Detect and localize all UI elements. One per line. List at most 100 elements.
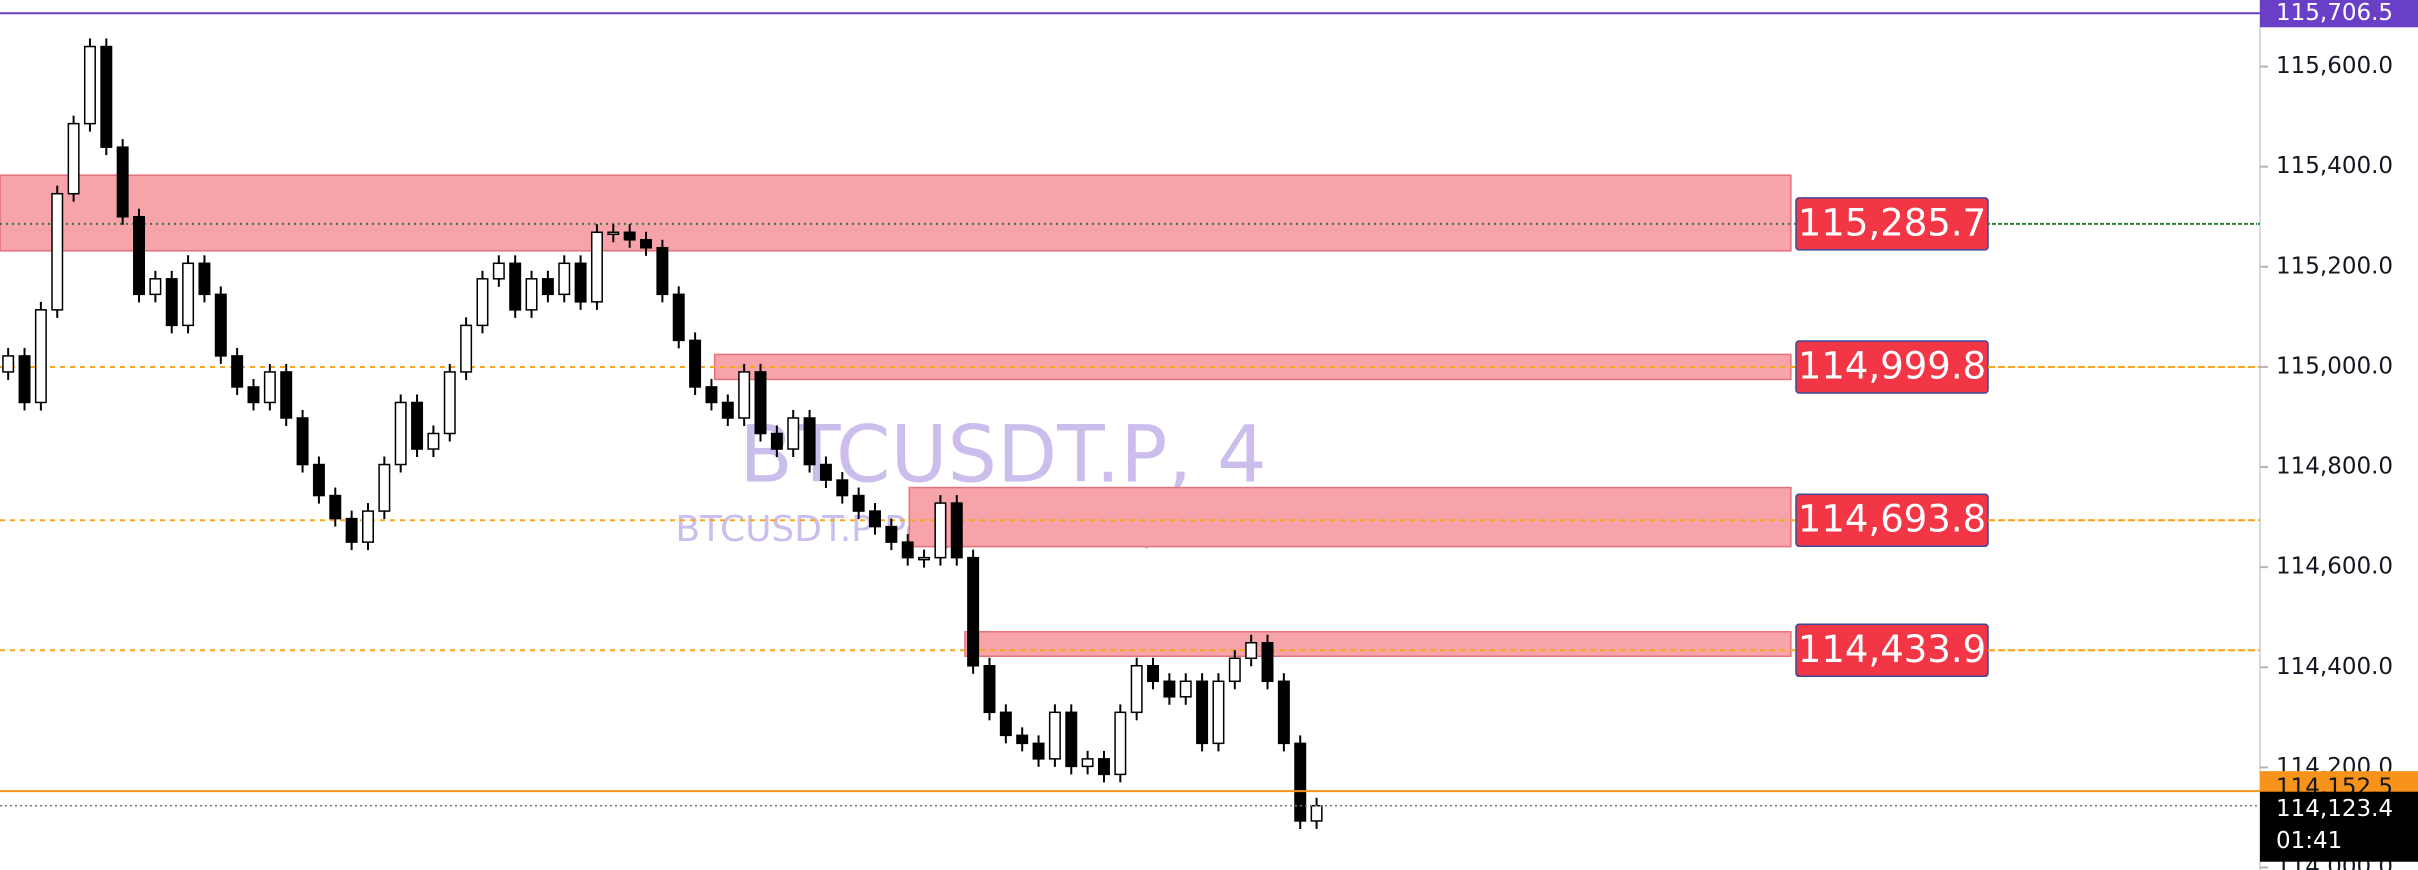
zone-label: 114,999.8 (1798, 345, 1986, 388)
candle (198, 262, 211, 296)
candle (492, 262, 505, 280)
candle (1294, 742, 1307, 822)
candle (34, 309, 47, 404)
candle (1179, 680, 1192, 698)
candle (983, 665, 996, 714)
candle (280, 371, 293, 419)
candle (574, 262, 587, 303)
countdown: 01:41 (2276, 828, 2342, 854)
candle (214, 293, 227, 357)
candle (1277, 680, 1290, 745)
zone-label: 114,433.9 (1798, 628, 1986, 671)
y-tick-label: 114,800.0 (2276, 454, 2393, 480)
candle (1261, 641, 1274, 683)
candle (100, 45, 113, 148)
candle (231, 355, 244, 388)
candle (509, 262, 522, 311)
candle (836, 479, 849, 497)
high-tag (2260, 0, 2418, 28)
candle (378, 463, 391, 512)
zone-label: 114,693.8 (1798, 498, 1986, 541)
zone-label: 115,285.7 (1798, 201, 1986, 244)
candle (885, 525, 898, 543)
candle (51, 192, 64, 311)
candle (754, 371, 767, 435)
candle (1016, 734, 1029, 745)
zone (0, 174, 1792, 252)
candle (656, 247, 669, 296)
candle (803, 417, 816, 466)
candle (1081, 758, 1094, 768)
candle (1196, 680, 1209, 745)
candle (18, 355, 31, 404)
candle (1130, 665, 1143, 714)
candle (770, 432, 783, 450)
candle (2, 355, 15, 373)
candle (918, 556, 931, 561)
candle (476, 278, 489, 327)
candle (869, 510, 881, 528)
candle (1163, 680, 1176, 698)
candle (852, 494, 865, 512)
candle (165, 278, 178, 327)
y-tick-label: 115,400.0 (2276, 153, 2393, 179)
candle (411, 401, 424, 450)
candle (1212, 680, 1225, 745)
watermark-title: BTCUSDT.P, 4 (739, 410, 1266, 500)
candle (296, 417, 309, 466)
candle (819, 463, 832, 481)
candle (149, 278, 162, 296)
candle (345, 517, 358, 543)
y-tick-label: 114,600.0 (2276, 554, 2393, 580)
candle (133, 215, 146, 296)
candle (182, 262, 195, 327)
candle (329, 494, 342, 520)
candle (672, 293, 685, 342)
candle (1097, 758, 1110, 776)
candle (443, 371, 456, 435)
candle (525, 278, 538, 311)
candle (967, 556, 980, 667)
candle (247, 386, 260, 404)
candle (721, 401, 734, 419)
candle (590, 231, 603, 303)
candle (640, 239, 653, 249)
candle (934, 502, 947, 559)
candle (623, 231, 636, 241)
candle (607, 231, 620, 236)
candle (1147, 665, 1160, 683)
candle (705, 386, 718, 404)
candle (427, 432, 440, 450)
candle (1048, 711, 1061, 760)
zone (964, 630, 1792, 658)
candle (787, 417, 800, 450)
candle (1310, 804, 1323, 822)
candle (541, 278, 554, 296)
candle (263, 371, 276, 404)
last-price-label: 114,123.4 (2276, 796, 2393, 822)
candle (460, 324, 473, 373)
candle (1065, 711, 1078, 768)
candle (950, 502, 963, 559)
candle (312, 463, 325, 497)
candle (738, 371, 751, 419)
candle (362, 510, 374, 543)
candle (558, 262, 571, 296)
y-tick-label: 115,600.0 (2276, 53, 2393, 79)
candle (116, 146, 129, 218)
candle (83, 45, 96, 125)
last-price-tag (2260, 791, 2418, 862)
high-tag-label: 115,706.5 (2276, 0, 2393, 26)
candle (67, 122, 80, 195)
zone (908, 486, 1792, 548)
candle (1114, 711, 1127, 776)
candle (901, 541, 914, 559)
y-tick-label: 114,400.0 (2276, 654, 2393, 680)
candle (1245, 641, 1258, 660)
candle (999, 711, 1012, 737)
candle (394, 401, 407, 466)
candle (689, 339, 702, 388)
candle (1228, 657, 1241, 683)
